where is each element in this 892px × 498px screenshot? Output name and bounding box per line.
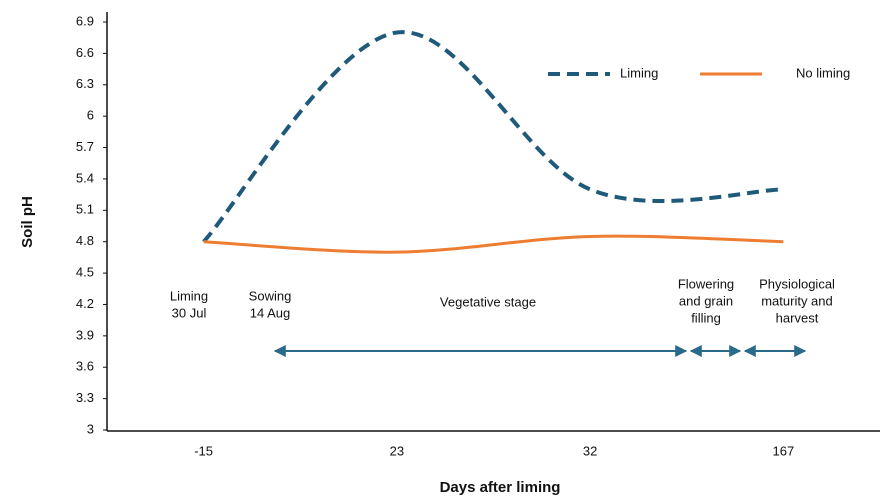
annotation: maturity and <box>761 293 833 308</box>
annotation: harvest <box>776 310 819 325</box>
y-tick-label: 6 <box>87 108 94 123</box>
series-line <box>203 234 784 254</box>
y-tick-label: 5.1 <box>76 202 94 217</box>
x-tick-label: 167 <box>773 443 795 458</box>
y-tick-label: 5.7 <box>76 139 94 154</box>
x-tick-label: 32 <box>583 443 597 458</box>
legend-label: No liming <box>796 65 850 80</box>
series-line <box>202 30 784 244</box>
annotation: Physiological <box>759 276 835 291</box>
x-tick-label: 23 <box>390 443 404 458</box>
y-tick-label: 4.2 <box>76 296 94 311</box>
y-axis-title: Soil pH <box>19 196 36 248</box>
y-tick-label: 3.9 <box>76 327 94 342</box>
annotation: Vegetative stage <box>440 294 536 309</box>
y-tick-label: 4.8 <box>76 233 94 248</box>
y-tick-label: 4.5 <box>76 265 94 280</box>
annotation: 14 Aug <box>250 305 291 320</box>
legend-label: Liming <box>620 65 658 80</box>
y-tick-label: 6.6 <box>76 45 94 60</box>
y-tick-label: 3.3 <box>76 390 94 405</box>
y-tick-label: 3 <box>87 421 94 436</box>
y-tick-label: 3.6 <box>76 359 94 374</box>
annotation: Flowering <box>678 276 734 291</box>
annotation: Sowing <box>249 288 292 303</box>
annotation: filling <box>691 310 721 325</box>
y-tick-label: 6.3 <box>76 76 94 91</box>
y-tick-label: 5.4 <box>76 170 94 185</box>
annotation: and grain <box>679 293 733 308</box>
x-tick-label: -15 <box>194 443 213 458</box>
annotation: Liming <box>170 288 208 303</box>
annotation: 30 Jul <box>172 305 207 320</box>
x-axis-title: Days after liming <box>440 479 561 496</box>
y-tick-label: 6.9 <box>76 13 94 28</box>
